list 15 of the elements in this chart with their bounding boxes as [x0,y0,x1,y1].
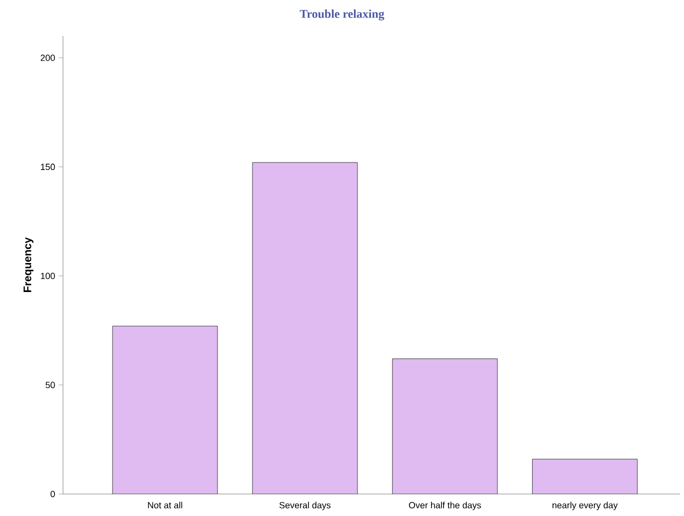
chart-title: Trouble relaxing [300,10,384,20]
y-tick-label: 0 [50,490,55,498]
x-tick-label: Several days [279,502,331,510]
x-tick-label: nearly every day [552,502,618,510]
y-tick-label: 200 [40,54,55,61]
bar [112,326,218,494]
x-tick-label: Over half the days [408,502,481,510]
bar [392,358,498,494]
y-axis-title: Frequency [24,237,34,292]
y-tick-label: 50 [46,382,55,388]
bar [252,162,358,494]
x-tick-label: Not at all [148,502,182,508]
y-tick-label: 150 [40,164,55,170]
y-tick-label: 100 [40,272,55,280]
bar [532,458,638,494]
